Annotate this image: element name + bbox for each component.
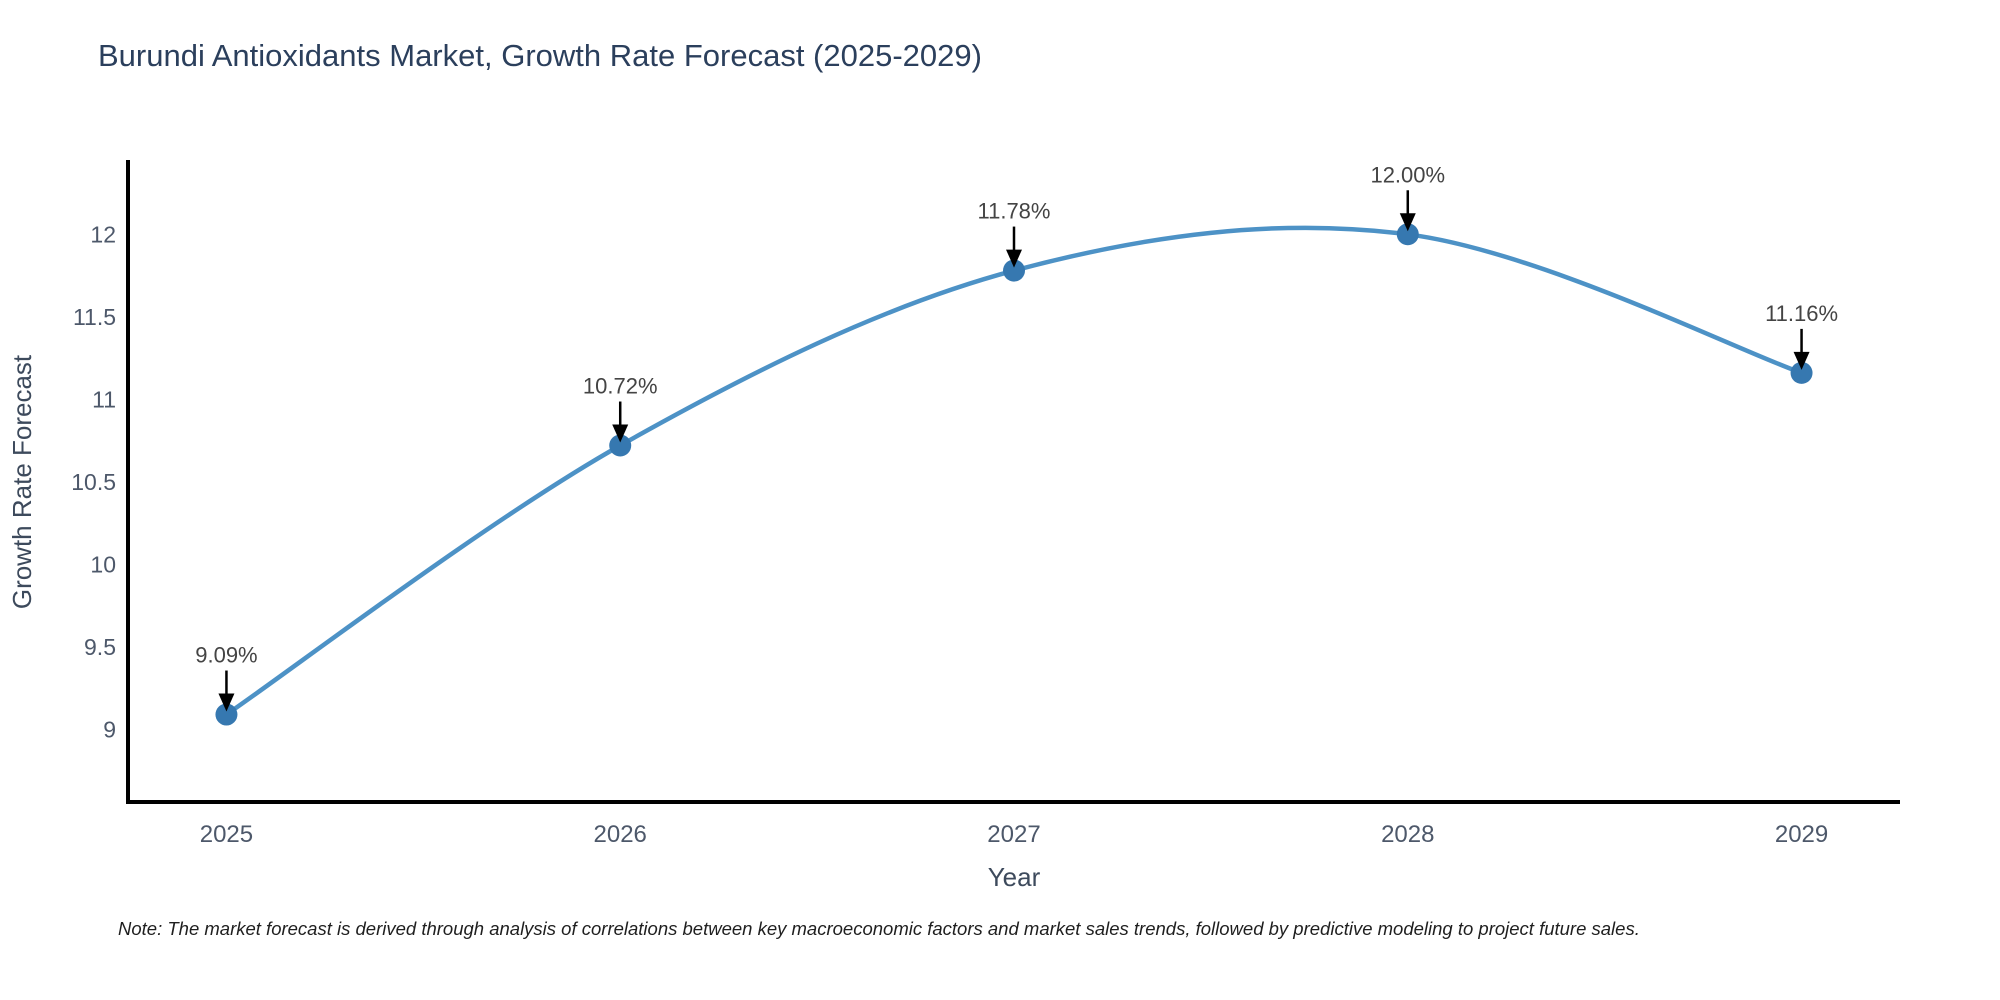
data-point bbox=[1396, 223, 1419, 246]
annotation-arrow-head bbox=[1006, 249, 1022, 268]
data-point bbox=[1790, 361, 1813, 384]
y-tick-label: 11 bbox=[92, 386, 116, 412]
point-annotation: 9.09% bbox=[195, 643, 257, 668]
point-annotation: 11.16% bbox=[1765, 301, 1838, 326]
chart-footnote: Note: The market forecast is derived thr… bbox=[118, 918, 1640, 939]
y-tick-label: 9 bbox=[103, 716, 116, 742]
x-tick-label: 2028 bbox=[1381, 821, 1434, 848]
data-point bbox=[609, 434, 632, 457]
y-tick-label: 10.5 bbox=[71, 469, 116, 495]
data-point bbox=[1003, 259, 1025, 282]
y-tick-label: 12 bbox=[90, 221, 116, 247]
point-annotation: 12.00% bbox=[1370, 162, 1445, 187]
annotation-arrow-head bbox=[1793, 351, 1810, 370]
point-annotation: 10.72% bbox=[583, 374, 658, 399]
y-tick-label: 9.5 bbox=[84, 634, 116, 660]
y-tick-label: 11.5 bbox=[73, 304, 116, 330]
y-tick-label: 10 bbox=[90, 551, 116, 577]
annotation-arrow-head bbox=[612, 424, 629, 443]
x-tick-label: 2027 bbox=[987, 821, 1040, 848]
x-tick-label: 2026 bbox=[594, 821, 647, 848]
data-point bbox=[215, 703, 238, 726]
x-tick-label: 2025 bbox=[200, 821, 253, 848]
chart-title: Burundi Antioxidants Market, Growth Rate… bbox=[98, 38, 982, 73]
annotation-arrow-head bbox=[218, 693, 235, 712]
forecast-line bbox=[224, 225, 1804, 717]
annotation-arrow-head bbox=[1399, 213, 1416, 232]
x-tick-label: 2029 bbox=[1775, 821, 1828, 848]
x-axis-title: Year bbox=[987, 862, 1041, 892]
point-annotation: 11.78% bbox=[978, 199, 1051, 224]
